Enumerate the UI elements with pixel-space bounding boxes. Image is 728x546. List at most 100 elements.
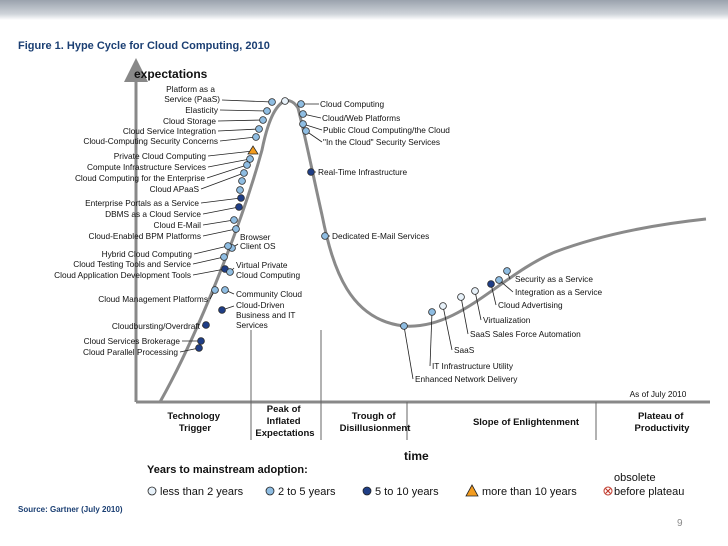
svg-text:Cloud Testing Tools and Servic: Cloud Testing Tools and Service: [73, 259, 191, 269]
phase-plateau: Plateau of Productivity: [635, 411, 691, 434]
marker-testing: [220, 253, 228, 261]
marker-cloudbursting: [202, 321, 210, 329]
marker-cloud-apaas: [240, 169, 248, 177]
legend-more10: more than 10 years: [482, 486, 577, 498]
x-axis-label: time: [404, 449, 429, 463]
svg-text:IT Infrastructure Utility: IT Infrastructure Utility: [432, 361, 514, 371]
marker-web-platforms: [299, 110, 307, 118]
svg-text:Cloud APaaS: Cloud APaaS: [150, 184, 200, 194]
svg-text:Public Cloud Computing/the Clo: Public Cloud Computing/the Cloud: [323, 125, 450, 135]
legend: Years to mainstream adoption: less than …: [147, 464, 684, 498]
marker-sfa: [457, 293, 465, 301]
svg-text:Private Cloud Computing: Private Cloud Computing: [114, 151, 207, 161]
marker-hybrid: [224, 242, 232, 250]
leader-lines: [179, 99, 514, 380]
svg-text:Cloud Computing: Cloud Computing: [320, 99, 384, 109]
legend-before-plateau: before plateau: [614, 486, 684, 498]
marker-bpm: [232, 225, 240, 233]
y-axis-label: expectations: [134, 67, 208, 81]
svg-text:Real-Time Infrastructure: Real-Time Infrastructure: [318, 167, 408, 177]
phase-trough: Trough of Disillusionment: [340, 411, 412, 434]
marker-real-time: [307, 168, 315, 176]
marker-cloud-driven: [218, 306, 226, 314]
legend-5to10: 5 to 10 years: [375, 486, 439, 498]
marker-private-cloud: [247, 145, 259, 155]
svg-text:SaaS Sales Force Automation: SaaS Sales Force Automation: [470, 329, 581, 339]
svg-text:Cloud Computing for the Enterp: Cloud Computing for the Enterprise: [75, 173, 205, 183]
marker-virtual-private: [226, 268, 234, 276]
marker-cc-enterprise: [243, 161, 251, 169]
marker-network-delivery: [400, 322, 408, 330]
marker-it-utility: [428, 308, 436, 316]
marker-public-cloud: [299, 120, 307, 128]
svg-text:SaaS: SaaS: [454, 345, 475, 355]
marker-dbms: [235, 203, 243, 211]
marker-enterprise-portals: [237, 194, 245, 202]
figure-title: Figure 1. Hype Cycle for Cloud Computing…: [18, 40, 270, 52]
legend-obsolete: obsolete: [614, 472, 656, 484]
marker-cloud-service-integration: [255, 125, 263, 133]
marker-extra-1: [238, 177, 246, 185]
hype-curve: [158, 99, 707, 403]
svg-text:Cloud Management Platforms: Cloud Management Platforms: [98, 294, 208, 304]
svg-text:"In the Cloud" Security Servic: "In the Cloud" Security Services: [323, 137, 440, 147]
source-note: Source: Gartner (July 2010): [18, 505, 123, 514]
page-number: 9: [677, 518, 683, 529]
marker-management: [211, 286, 219, 294]
svg-text:Cloud-Enabled BPM Platforms: Cloud-Enabled BPM Platforms: [88, 231, 201, 241]
svg-text:Elasticity: Elasticity: [185, 105, 219, 115]
svg-text:Integration as a Service: Integration as a Service: [515, 287, 603, 297]
marker-cloud-storage: [259, 116, 267, 124]
marker-parallel: [195, 344, 203, 352]
phase-slope: Slope of Enlightenment: [473, 417, 580, 428]
marker-compute-infrastructure: [246, 155, 254, 163]
marker-security-concerns: [252, 133, 260, 141]
as-of-note: As of July 2010: [630, 389, 687, 399]
right-labels: Browser Client OS Virtual Private Cloud Co…: [236, 99, 603, 384]
marker-cloud-email: [230, 216, 238, 224]
svg-text:Cloud Parallel Processing: Cloud Parallel Processing: [83, 347, 178, 357]
phase-peak: Peak of Inflated Expectations: [255, 404, 314, 439]
slide-top-bar: [0, 0, 728, 20]
svg-text:Security as a Service: Security as a Service: [515, 274, 593, 284]
marker-extra-2: [236, 186, 244, 194]
marker-in-the-cloud: [302, 127, 310, 135]
svg-text:Cloud Application Development: Cloud Application Development Tools: [54, 270, 191, 280]
legend-more10-icon: [465, 484, 479, 497]
marker-dedicated-email: [321, 232, 329, 240]
svg-text:Cloud/Web Platforms: Cloud/Web Platforms: [322, 113, 400, 123]
svg-text:Hybrid Cloud Computing: Hybrid Cloud Computing: [102, 249, 193, 259]
legend-less2: less than 2 years: [160, 486, 244, 498]
svg-text:Cloud Service Integration: Cloud Service Integration: [123, 126, 217, 136]
svg-text:Enhanced Network Delivery: Enhanced Network Delivery: [415, 374, 518, 384]
svg-text:Dedicated E-Mail Services: Dedicated E-Mail Services: [332, 231, 429, 241]
legend-less2-icon: [147, 486, 157, 496]
svg-text:Cloud-Computing Security Conce: Cloud-Computing Security Concerns: [83, 136, 218, 146]
technology-markers: [195, 97, 511, 352]
svg-text:Cloud Advertising: Cloud Advertising: [498, 300, 563, 310]
svg-text:Cloud Storage: Cloud Storage: [163, 116, 216, 126]
svg-text:Enterprise Portals as a Servic: Enterprise Portals as a Service: [85, 198, 199, 208]
legend-2to5-icon: [265, 486, 275, 496]
marker-cloud-computing: [297, 100, 305, 108]
phase-dividers: [250, 330, 597, 440]
svg-text:Community Cloud: Community Cloud: [236, 289, 302, 299]
marker-advertising: [487, 280, 495, 288]
marker-paas: [268, 98, 276, 106]
legend-5to10-icon: [362, 486, 372, 496]
marker-brokerage: [197, 337, 205, 345]
legend-2to5: 2 to 5 years: [278, 486, 336, 498]
left-labels: Platform as a Service (PaaS) Elasticity C…: [54, 84, 220, 357]
marker-community: [221, 286, 229, 294]
svg-text:Cloud E-Mail: Cloud E-Mail: [154, 220, 202, 230]
marker-peak-top: [281, 97, 289, 105]
marker-saas: [439, 302, 447, 310]
marker-virtualization: [471, 287, 479, 295]
svg-text:Cloud Services Brokerage: Cloud Services Brokerage: [84, 336, 181, 346]
svg-text:DBMS as a Cloud Service: DBMS as a Cloud Service: [105, 209, 201, 219]
